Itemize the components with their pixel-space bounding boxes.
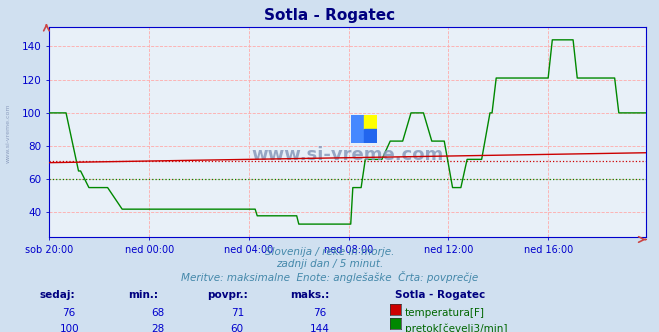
- Text: 100: 100: [59, 324, 79, 332]
- Text: 60: 60: [231, 324, 244, 332]
- Text: Sotla - Rogatec: Sotla - Rogatec: [395, 290, 486, 300]
- Text: www.si-vreme.com: www.si-vreme.com: [252, 146, 444, 164]
- Text: zadnji dan / 5 minut.: zadnji dan / 5 minut.: [276, 259, 383, 269]
- Text: pretok[čevelj3/min]: pretok[čevelj3/min]: [405, 324, 507, 332]
- Text: maks.:: maks.:: [290, 290, 330, 300]
- Text: 68: 68: [152, 308, 165, 318]
- Text: 76: 76: [313, 308, 326, 318]
- Text: 28: 28: [152, 324, 165, 332]
- Text: Meritve: maksimalne  Enote: anglešaške  Črta: povprečje: Meritve: maksimalne Enote: anglešaške Čr…: [181, 271, 478, 283]
- Text: Slovenija / reke in morje.: Slovenija / reke in morje.: [265, 247, 394, 257]
- Text: sedaj:: sedaj:: [40, 290, 75, 300]
- Text: 76: 76: [63, 308, 76, 318]
- Text: Sotla - Rogatec: Sotla - Rogatec: [264, 8, 395, 23]
- Text: 144: 144: [310, 324, 330, 332]
- Text: min.:: min.:: [129, 290, 159, 300]
- Text: www.si-vreme.com: www.si-vreme.com: [5, 103, 11, 163]
- Text: povpr.:: povpr.:: [208, 290, 248, 300]
- Text: 71: 71: [231, 308, 244, 318]
- Text: temperatura[F]: temperatura[F]: [405, 308, 484, 318]
